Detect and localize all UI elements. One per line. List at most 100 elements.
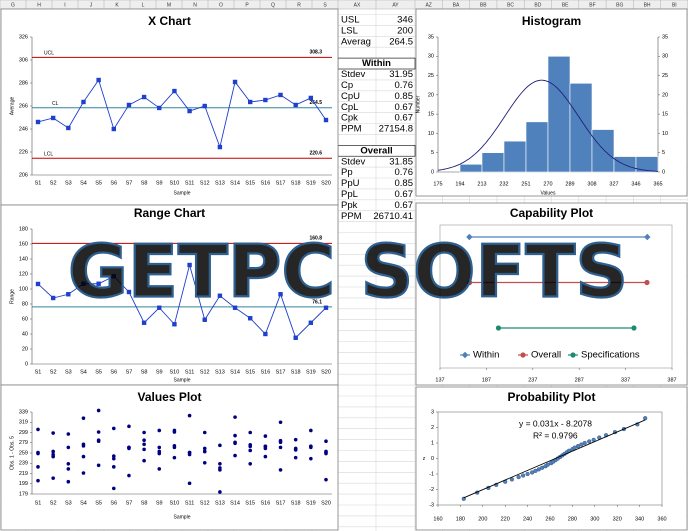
- bar: [481, 152, 505, 173]
- column-header: BH: [644, 2, 651, 8]
- data-point: [263, 444, 268, 449]
- data-point: [111, 486, 116, 491]
- x-tick-label: S5: [95, 500, 102, 506]
- x-tick-label: S20: [321, 180, 331, 186]
- data-point: [217, 144, 223, 150]
- table-value: 264.5: [389, 36, 413, 47]
- y-tick-label: 35: [662, 34, 668, 40]
- data-point: [66, 432, 71, 436]
- x-axis-title: Sample: [174, 190, 191, 196]
- data-point: [66, 479, 71, 484]
- data-point: [217, 293, 223, 298]
- table-section-title: Overall: [360, 145, 392, 156]
- data-point: [529, 470, 535, 475]
- data-point: [172, 88, 177, 94]
- data-point: [309, 444, 313, 449]
- data-point: [81, 99, 86, 105]
- data-point: [187, 413, 192, 418]
- column-header-bar: [0, 0, 688, 10]
- table-label: Stdev: [341, 156, 366, 167]
- x-tick-label: 220: [501, 516, 510, 522]
- data-point: [516, 475, 521, 480]
- column-header: S: [323, 2, 327, 8]
- data-point: [202, 460, 207, 465]
- range-end: [644, 279, 650, 286]
- data-point: [233, 453, 237, 458]
- data-point: [81, 454, 86, 459]
- x-tick-label: S7: [126, 369, 133, 375]
- bar: [569, 82, 593, 173]
- x-tick-label: S3: [65, 500, 72, 506]
- legend-marker: [570, 352, 576, 358]
- x-tick-label: S12: [200, 500, 210, 506]
- data-point: [248, 448, 253, 453]
- data-point: [141, 320, 147, 325]
- chart-panel: [0, 384, 339, 531]
- x-tick-label: 240: [523, 516, 532, 522]
- data-point: [36, 427, 40, 432]
- data-point: [248, 461, 253, 466]
- data-point: [533, 468, 538, 473]
- table-value: 0.85: [395, 91, 414, 102]
- data-line: [37, 263, 327, 339]
- y-tick-label: 0: [431, 169, 434, 175]
- y-tick-label: 10: [662, 131, 668, 137]
- chart-title: Histogram: [522, 14, 581, 28]
- normal-curve: [437, 79, 659, 172]
- table-label: LSL: [341, 26, 358, 37]
- data-point: [66, 445, 71, 450]
- data-point: [36, 450, 40, 455]
- y-tick-label: 25: [662, 73, 668, 79]
- data-point: [575, 444, 581, 449]
- x-tick-label: 280: [568, 516, 577, 522]
- data-point: [202, 103, 207, 109]
- x-tick-label: S13: [215, 500, 225, 506]
- chart-title: Values Plot: [137, 390, 201, 404]
- y-tick-label: 286: [19, 80, 28, 86]
- data-point: [157, 305, 162, 310]
- data-point: [233, 441, 237, 446]
- table-label: Averag: [341, 36, 371, 47]
- y-tick-label: 259: [19, 450, 28, 456]
- x-tick-label: S16: [260, 369, 270, 375]
- data-point: [157, 105, 162, 111]
- data-point: [35, 281, 41, 287]
- chart-panel: [415, 386, 688, 531]
- data-point: [579, 442, 584, 447]
- data-point: [233, 433, 237, 438]
- x-tick-label: S17: [276, 500, 286, 506]
- x-tick-label: 200: [478, 516, 487, 522]
- table-value: 27154.8: [379, 124, 413, 135]
- data-point: [51, 476, 55, 480]
- data-point: [324, 449, 328, 454]
- table-value: 0.76: [395, 80, 414, 91]
- data-point: [324, 477, 328, 482]
- y-tick-label: 60: [22, 316, 28, 322]
- y-axis-title: Average: [9, 97, 15, 116]
- y-tick-label: 0: [431, 456, 434, 462]
- data-point: [142, 442, 146, 447]
- data-point: [293, 437, 298, 442]
- x-tick-label: 327: [609, 181, 618, 187]
- trendline-equation: y = 0.031x - 8.2078: [519, 418, 592, 428]
- data-point: [218, 490, 222, 494]
- data-point: [278, 445, 283, 450]
- x-tick-label: S6: [110, 369, 117, 375]
- data-point: [141, 94, 147, 100]
- data-point: [50, 115, 56, 121]
- data-point: [218, 443, 222, 448]
- data-point: [233, 415, 237, 419]
- x-tick-label: S19: [306, 369, 316, 375]
- y-tick-label: 0: [662, 169, 665, 175]
- data-point: [96, 438, 101, 442]
- table-value: 200: [397, 26, 413, 37]
- y-tick-label: 180: [19, 226, 28, 232]
- y-tick-label: 239: [19, 461, 28, 467]
- x-tick-label: S4: [80, 500, 87, 506]
- x-axis-title: Sample: [174, 377, 191, 383]
- control-limit-value: 308.3: [309, 50, 322, 56]
- x-tick-label: S10: [170, 500, 180, 506]
- table-label: Cpk: [341, 113, 358, 124]
- x-tick-label: 137: [435, 377, 444, 383]
